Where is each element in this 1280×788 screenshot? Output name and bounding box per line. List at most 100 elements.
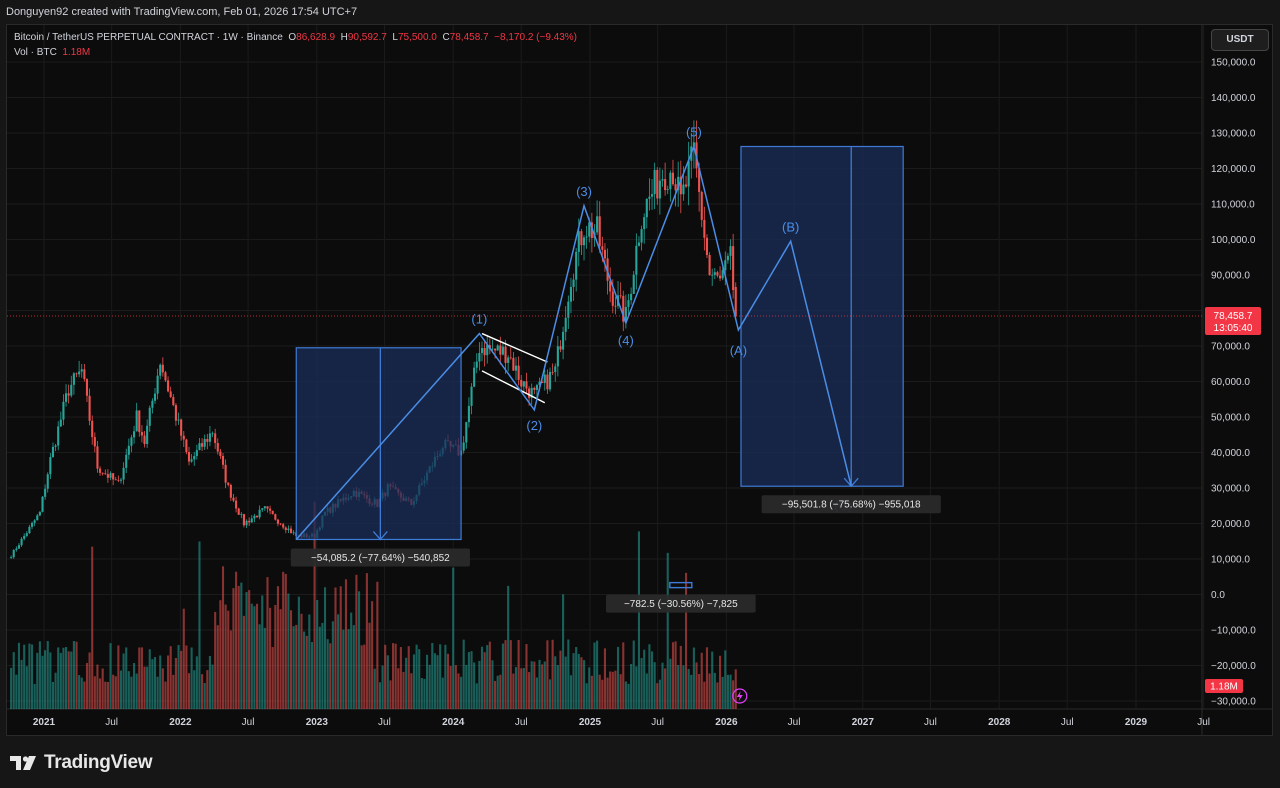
volume-bar — [504, 640, 507, 709]
x-tick-label: Jul — [1197, 717, 1210, 728]
candle-body — [719, 275, 722, 279]
volume-bar — [201, 674, 204, 709]
volume-bar — [289, 610, 293, 709]
candle-body — [554, 366, 557, 372]
x-tick-label: 2027 — [852, 717, 875, 728]
candle-body — [698, 168, 701, 192]
volume-tag — [1205, 679, 1243, 693]
currency-button[interactable]: USDT — [1211, 29, 1269, 51]
candle-body — [643, 217, 646, 230]
volume-bar — [496, 675, 499, 709]
candle-body — [465, 422, 468, 443]
volume-bar — [428, 664, 431, 709]
y-tick-label: −10,000.0 — [1211, 626, 1256, 637]
volume-bar — [88, 652, 91, 709]
volume-bar — [44, 650, 47, 709]
volume-bar — [274, 605, 277, 709]
candle-body — [106, 474, 109, 478]
candle-body — [57, 426, 60, 446]
candle-body — [525, 381, 528, 389]
volume-bar — [499, 674, 502, 709]
high-value: 90,592.7 — [347, 32, 387, 43]
candle-body — [661, 179, 664, 181]
candle-body — [237, 508, 240, 515]
candle-body — [49, 457, 52, 475]
volume-bar — [512, 673, 515, 709]
candle-body — [221, 456, 225, 465]
candle-body — [203, 438, 206, 447]
volume-bar — [687, 669, 690, 709]
volume-bar — [248, 590, 251, 709]
wave-label: (2) — [526, 418, 542, 433]
volume-bar — [57, 647, 60, 709]
candle-body — [562, 331, 565, 350]
volume-bar — [253, 606, 256, 709]
volume-bar — [441, 677, 444, 709]
candle-body — [548, 371, 552, 390]
volume-bar — [342, 629, 345, 709]
candle-body — [10, 557, 13, 559]
chart-frame[interactable]: 150,000.0 140,000.0 130,000.0 120,000.0 110,… — [6, 24, 1273, 736]
volume-bar — [525, 644, 528, 709]
volume-bar — [187, 673, 191, 709]
y-tick-label: 130,000.0 — [1211, 129, 1256, 140]
candle-body — [117, 479, 120, 481]
volume-bar — [33, 683, 36, 709]
candle-body — [580, 231, 583, 246]
low-label: L — [392, 32, 398, 43]
candle-body — [669, 172, 672, 190]
candle-body — [627, 300, 630, 307]
y-tick-label: 20,000.0 — [1211, 519, 1250, 530]
volume-bar — [467, 652, 470, 709]
volume-bar — [533, 661, 536, 709]
candle-body — [703, 219, 706, 238]
candle-body — [726, 255, 729, 261]
volume-bar — [363, 644, 366, 709]
candle-body — [99, 468, 102, 473]
candle-body — [517, 365, 520, 380]
volume-bar — [161, 668, 164, 709]
volume-bar — [211, 664, 214, 709]
candle-body — [219, 451, 222, 457]
volume-bar — [420, 678, 423, 709]
volume-bar — [460, 676, 463, 709]
candle-body — [538, 381, 541, 386]
candle-body — [567, 301, 570, 318]
volume-bar — [153, 656, 157, 709]
candle-body — [462, 442, 465, 451]
volume-bar — [418, 649, 421, 709]
low-value: 75,500.0 — [397, 32, 437, 43]
tradingview-logo-icon — [10, 754, 40, 772]
volume-bar — [480, 646, 484, 709]
volume-bar — [316, 600, 319, 709]
candle-body — [648, 196, 651, 199]
candle-body — [122, 467, 125, 480]
volume-bar — [559, 650, 562, 709]
candle-body — [491, 348, 494, 350]
candle-body — [598, 216, 601, 247]
candle-body — [679, 176, 682, 195]
candle-body — [125, 454, 128, 468]
y-tick-label: 0.0 — [1211, 590, 1225, 601]
volume-bar — [514, 667, 518, 709]
volume-bar — [528, 672, 531, 709]
candle-body — [528, 388, 531, 398]
candle-body — [248, 520, 251, 523]
y-tick-label: 30,000.0 — [1211, 484, 1250, 495]
volume-bar — [726, 674, 729, 709]
volume-bar — [543, 661, 546, 709]
volume-bar — [444, 644, 447, 709]
candle-body — [64, 393, 68, 402]
volume-value: 1.18M — [62, 47, 91, 58]
brand: TradingView — [10, 750, 153, 776]
volume-bar — [135, 673, 138, 709]
volume-bar — [567, 639, 570, 709]
volume-bar — [412, 654, 416, 709]
volume-bar — [664, 668, 667, 709]
volume-bar — [609, 671, 612, 709]
open-label: O — [288, 32, 297, 43]
candle-body — [23, 535, 26, 539]
volume-bar — [266, 577, 269, 709]
price-chart[interactable]: 150,000.0 140,000.0 130,000.0 120,000.0 110,… — [7, 25, 1272, 735]
volume-bar — [614, 670, 617, 709]
